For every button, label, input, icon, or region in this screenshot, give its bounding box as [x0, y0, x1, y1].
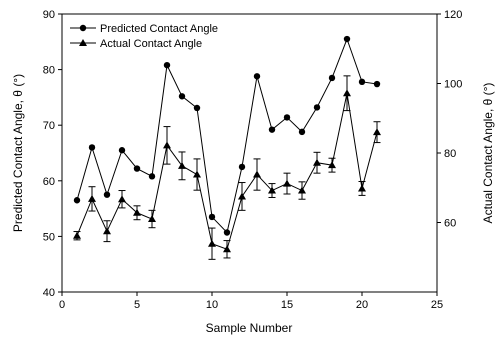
- data-point: [358, 78, 366, 86]
- data-point: [358, 184, 366, 192]
- y-right-tick-label: 80: [444, 148, 456, 160]
- y-left-tick-label: 70: [43, 120, 55, 132]
- data-point: [208, 239, 216, 247]
- y-left-tick-label: 50: [43, 231, 55, 243]
- data-point: [193, 104, 201, 112]
- data-point: [328, 161, 336, 169]
- plot-frame: [61, 13, 438, 293]
- y-axis-right-title: Actual Contact Angle, θ (°): [481, 83, 495, 224]
- y-right-tick-label: 100: [444, 79, 462, 91]
- data-point: [88, 194, 96, 202]
- data-point: [163, 141, 171, 149]
- data-point: [103, 227, 111, 235]
- legend-marker: [79, 24, 87, 32]
- x-tick-label: 10: [206, 299, 218, 311]
- data-point: [73, 231, 81, 239]
- data-point: [343, 35, 351, 43]
- data-point: [343, 89, 351, 97]
- legend-label: Actual Contact Angle: [100, 38, 202, 50]
- data-point: [313, 104, 321, 111]
- y-axis-left-title: Predicted Contact Angle, θ (°): [11, 74, 25, 232]
- data-point: [283, 114, 291, 121]
- data-point: [253, 73, 261, 80]
- data-point: [223, 229, 231, 236]
- y-left-tick-label: 90: [43, 9, 55, 21]
- data-point: [163, 61, 171, 69]
- data-point: [373, 80, 381, 88]
- data-point: [328, 74, 336, 82]
- x-tick-label: 20: [356, 299, 368, 311]
- y-right-tick-label: 60: [444, 218, 456, 230]
- data-point: [178, 93, 186, 100]
- y-left-tick-label: 80: [43, 65, 55, 77]
- x-tick-label: 5: [134, 299, 140, 311]
- x-tick-label: 25: [431, 299, 443, 311]
- y-left-tick-label: 40: [43, 287, 55, 299]
- data-point: [193, 170, 201, 178]
- axes: 0 5 10 15 20 25 40 50 60 70 80 90 60 80 100 120: [43, 9, 463, 311]
- data-point: [238, 192, 246, 200]
- x-axis-title: Sample Number: [206, 321, 293, 335]
- data-point: [283, 179, 291, 187]
- data-point: [313, 158, 321, 166]
- data-point: [133, 165, 141, 172]
- y-left-tick-label: 60: [43, 176, 55, 188]
- y-right-tick-label: 120: [444, 9, 462, 21]
- data-point: [238, 163, 246, 171]
- data-point: [223, 245, 231, 253]
- legend: Predicted Contact Angle Actual Contact An…: [70, 23, 218, 50]
- data-point: [373, 128, 381, 136]
- data-point: [253, 170, 261, 178]
- data-point: [148, 215, 156, 223]
- data-point: [298, 186, 306, 194]
- data-point: [88, 144, 96, 151]
- data-point: [118, 195, 126, 203]
- legend-label: Predicted Contact Angle: [100, 23, 218, 35]
- data-point: [133, 208, 141, 216]
- data-point: [268, 186, 276, 194]
- series-actual: [73, 75, 381, 260]
- data-point: [103, 191, 111, 198]
- x-tick-label: 0: [59, 299, 65, 311]
- data-point: [148, 173, 156, 180]
- series-predicted: [73, 35, 381, 236]
- data-point: [118, 147, 126, 154]
- series-layer: [73, 35, 381, 260]
- data-point: [208, 213, 216, 221]
- data-point: [268, 126, 276, 133]
- data-point: [73, 197, 81, 204]
- legend-marker: [79, 39, 87, 46]
- x-tick-label: 15: [281, 299, 293, 311]
- data-point: [178, 161, 186, 169]
- data-point: [298, 128, 306, 136]
